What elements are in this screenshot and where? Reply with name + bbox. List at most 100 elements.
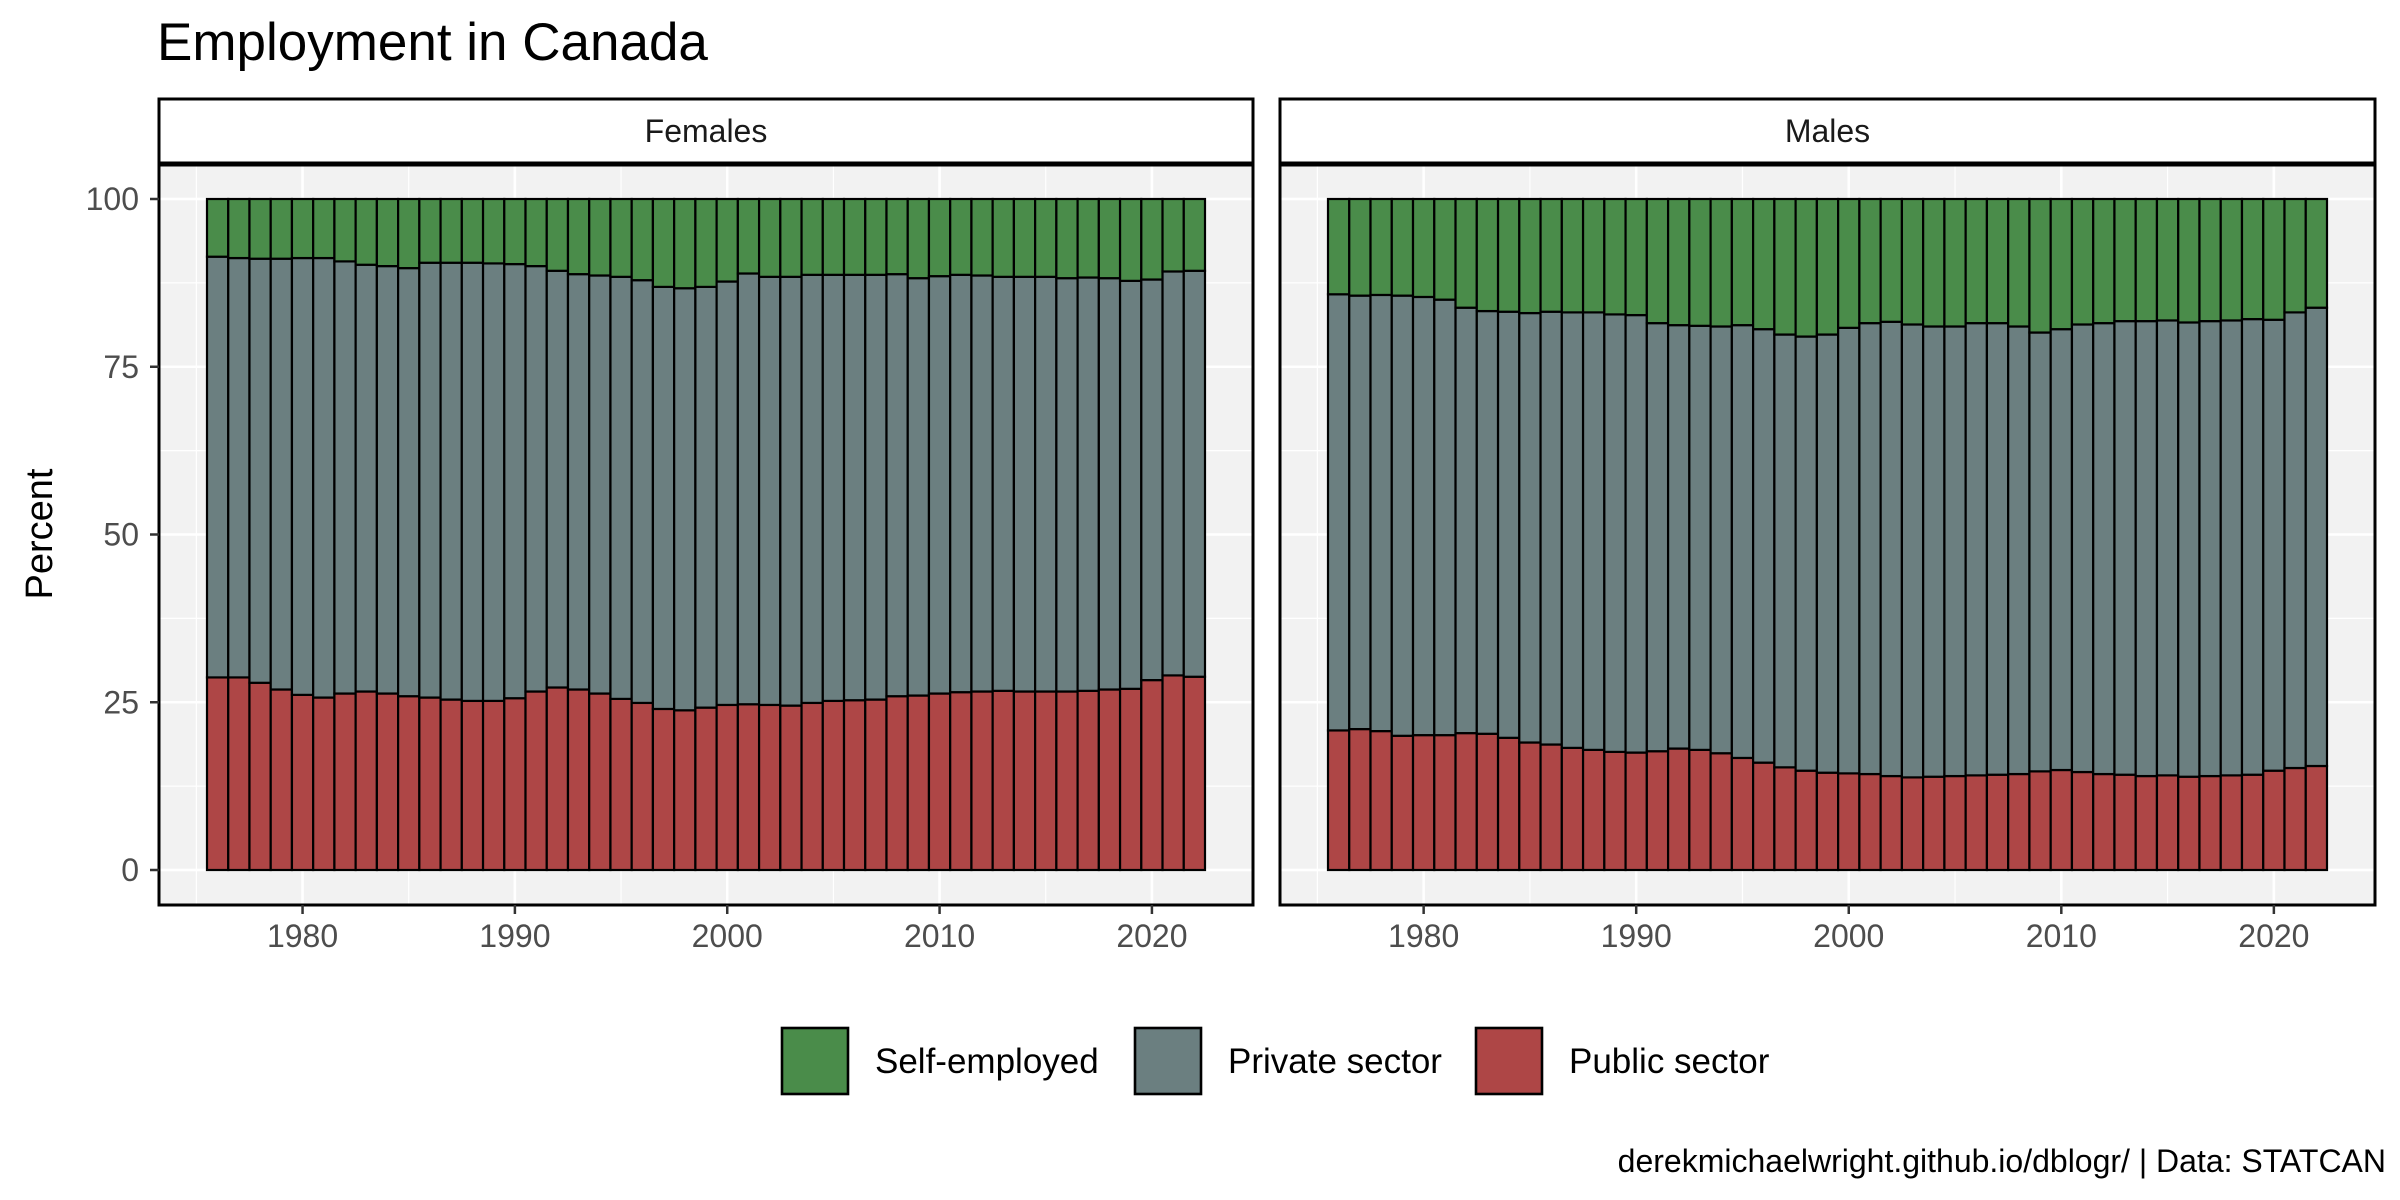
bar-public-sector-1994: [1709, 752, 1733, 872]
bar-private-sector-1979: [1390, 294, 1415, 737]
bar-private-sector-1986: [418, 261, 442, 699]
bar-public-sector-1976: [1326, 729, 1351, 872]
bar-private-sector-1992: [1666, 324, 1691, 750]
bar-self-employed-1998: [673, 197, 697, 290]
bar-self-employed-2005: [1943, 197, 1967, 328]
bar-private-sector-1998: [1794, 335, 1818, 772]
bar-private-sector-2010: [927, 275, 952, 695]
bar-public-sector-2016: [1055, 690, 1079, 872]
bar-public-sector-2007: [1985, 773, 2010, 872]
bar-public-sector-1977: [227, 676, 251, 872]
bar-self-employed-2014: [2134, 197, 2159, 323]
bar-self-employed-2022: [2304, 197, 2329, 309]
bar-self-employed-1978: [248, 197, 272, 260]
bar-public-sector-1989: [1603, 750, 1627, 872]
bar-private-sector-1982: [1454, 306, 1478, 735]
bar-public-sector-1978: [1369, 730, 1393, 872]
bar-self-employed-2015: [1034, 197, 1058, 278]
bar-self-employed-1987: [439, 197, 463, 264]
bar-self-employed-1997: [1773, 197, 1797, 336]
bar-self-employed-2009: [2028, 197, 2052, 334]
bar-self-employed-2002: [757, 197, 782, 278]
bar-private-sector-2002: [757, 275, 782, 707]
y-tick-label: 0: [121, 852, 139, 888]
bar-public-sector-1992: [545, 686, 570, 872]
bar-public-sector-1998: [673, 709, 697, 872]
bar-private-sector-2012: [970, 274, 994, 693]
bar-private-sector-1984: [1496, 310, 1521, 739]
bar-private-sector-2000: [1837, 326, 1861, 775]
bar-public-sector-1996: [630, 701, 655, 872]
bar-public-sector-2009: [2028, 770, 2052, 872]
bar-public-sector-2005: [821, 699, 846, 872]
bar-public-sector-2000: [1837, 772, 1861, 872]
bars: [205, 197, 1207, 872]
bar-public-sector-1988: [460, 699, 485, 872]
bar-public-sector-2008: [885, 695, 909, 872]
bar-private-sector-1978: [248, 257, 272, 684]
bar-self-employed-1977: [1348, 197, 1372, 297]
y-tick-label: 75: [103, 349, 139, 385]
bar-public-sector-1989: [481, 699, 506, 872]
bar-self-employed-1997: [651, 197, 676, 289]
bar-self-employed-1996: [630, 197, 655, 282]
bar-private-sector-1988: [460, 261, 485, 703]
bar-self-employed-2011: [949, 197, 973, 276]
chart-title: Employment in Canada: [157, 13, 708, 72]
bar-private-sector-1999: [694, 285, 718, 709]
legend: Self-employed Private sector Public sector: [780, 1026, 1770, 1096]
legend-label: Public sector: [1569, 1042, 1770, 1081]
bar-self-employed-1990: [1624, 197, 1648, 317]
bar-public-sector-2015: [2155, 774, 2180, 872]
bar-private-sector-1978: [1369, 293, 1393, 733]
bar-private-sector-2017: [1076, 276, 1100, 692]
bar-public-sector-2020: [2262, 769, 2286, 872]
bar-self-employed-2020: [2262, 197, 2286, 321]
bar-public-sector-1992: [1666, 747, 1691, 872]
bar-public-sector-2009: [906, 694, 931, 872]
bar-public-sector-2003: [1900, 776, 1925, 872]
bar-private-sector-2011: [2070, 323, 2095, 774]
bar-public-sector-2010: [2049, 768, 2074, 872]
bar-self-employed-2016: [2177, 197, 2201, 324]
bar-public-sector-2013: [2113, 773, 2137, 872]
bar-private-sector-1991: [524, 265, 548, 693]
bar-public-sector-2006: [842, 699, 867, 872]
bar-public-sector-1991: [1645, 750, 1670, 872]
bar-private-sector-2007: [864, 273, 888, 701]
bar-private-sector-2005: [821, 273, 846, 703]
bar-self-employed-2013: [991, 197, 1015, 278]
bar-self-employed-2005: [821, 197, 846, 276]
bar-public-sector-2017: [1076, 689, 1100, 872]
y-axis-title: Percent: [19, 468, 61, 599]
bar-private-sector-1989: [1603, 313, 1627, 754]
bar-self-employed-1999: [1815, 197, 1840, 336]
bar-public-sector-1999: [694, 706, 718, 872]
panel-border: [1278, 163, 2377, 907]
bar-self-employed-1985: [397, 197, 421, 270]
bar-self-employed-2006: [1964, 197, 1989, 325]
bar-private-sector-1977: [227, 256, 251, 679]
bar-public-sector-2020: [1140, 679, 1164, 872]
bar-private-sector-2013: [2113, 320, 2137, 776]
bar-private-sector-2013: [991, 275, 1015, 692]
bar-public-sector-1976: [205, 676, 230, 872]
bar-self-employed-1991: [524, 197, 548, 268]
bar-private-sector-1981: [312, 256, 336, 699]
bar-self-employed-1998: [1794, 197, 1818, 338]
bar-self-employed-2013: [2113, 197, 2137, 323]
bar-private-sector-1983: [1475, 309, 1500, 735]
bar-self-employed-1983: [1475, 197, 1500, 313]
bar-public-sector-2000: [715, 703, 739, 872]
bar-private-sector-2003: [779, 275, 803, 707]
bar-public-sector-1998: [1794, 769, 1818, 872]
bar-self-employed-2011: [2070, 197, 2095, 326]
legend-label: Private sector: [1228, 1042, 1442, 1081]
bar-self-employed-1980: [1411, 197, 1436, 299]
bar-public-sector-1980: [290, 693, 315, 872]
bar-private-sector-1977: [1348, 294, 1372, 731]
bar-private-sector-1979: [269, 257, 294, 691]
bar-public-sector-2022: [1182, 675, 1207, 872]
legend-label: Self-employed: [875, 1042, 1099, 1081]
bar-public-sector-1979: [1390, 734, 1415, 872]
